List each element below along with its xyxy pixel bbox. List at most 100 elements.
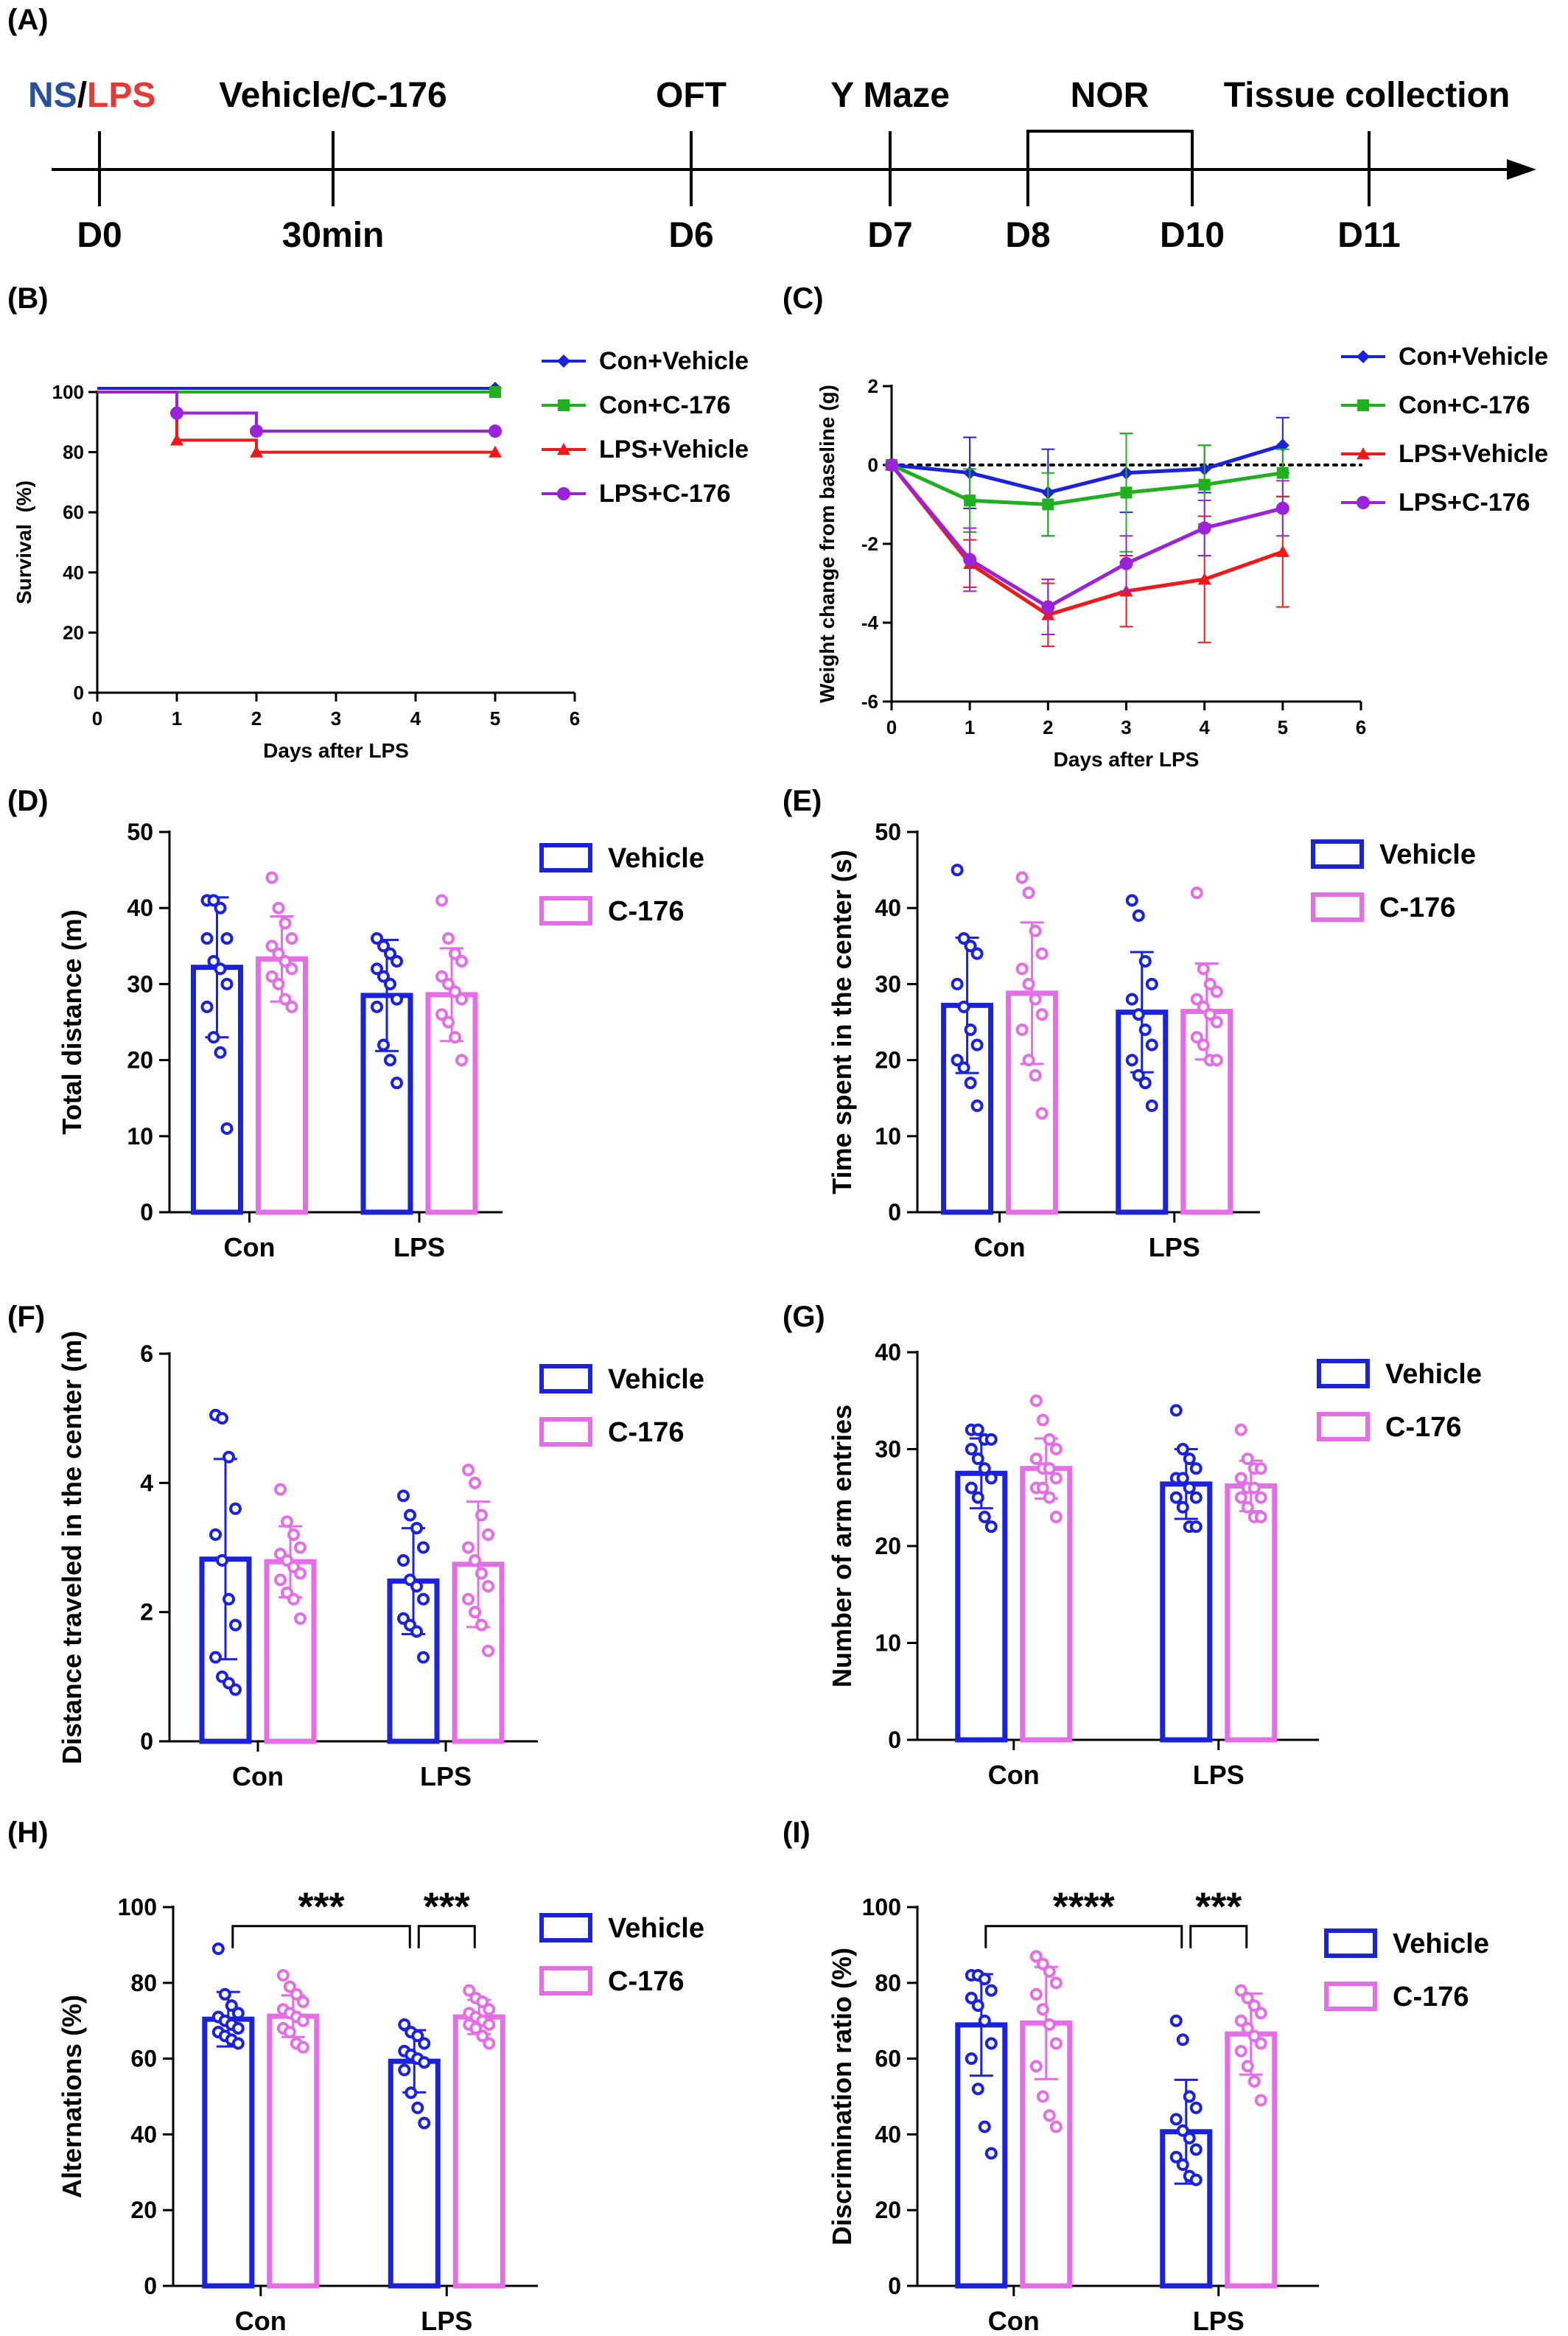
data-point [1241, 1500, 1254, 1514]
data-point [1036, 1957, 1049, 1970]
data-point [223, 1592, 235, 1606]
legend-marker [1357, 350, 1370, 363]
data-point [211, 1942, 225, 1956]
data-point [1015, 1023, 1029, 1036]
bar-chart-h: (H) 0 20 40 60 80 100 Alternations (%) Con LPS Veh… [7, 1816, 704, 2336]
data-point [1197, 1038, 1210, 1052]
data-point [455, 954, 468, 968]
data-point [272, 901, 285, 915]
data-point [1036, 2003, 1049, 2016]
x-tick-label: 6 [1356, 716, 1366, 738]
legend-label: Vehicle [1385, 1359, 1482, 1390]
data-point [483, 2037, 496, 2050]
data-point [231, 2037, 245, 2050]
data-point [965, 1443, 978, 1455]
category-label: Con [988, 2306, 1040, 2336]
y-tick-label: 60 [63, 501, 84, 523]
data-point [377, 970, 390, 983]
bar-chart-f: (F) 0 2 4 6 Distance traveled in the center (… [7, 1301, 704, 1791]
data-point [207, 954, 220, 968]
legend-label: LPS+C-176 [1399, 489, 1530, 517]
timeline-day-label: 30min [282, 216, 385, 255]
y-tick-label: 0 [888, 1727, 901, 1753]
timeline-event-ymaze: Y Maze [830, 76, 950, 115]
data-point [223, 1450, 235, 1464]
data-point [970, 947, 984, 960]
y-axis-title: Distance traveled in the center (m) [57, 1331, 87, 1764]
data-point [978, 2014, 991, 2027]
data-point [398, 2018, 411, 2031]
data-point [1029, 2060, 1043, 2073]
y-tick-label: 20 [875, 2197, 901, 2223]
data-point [1254, 1462, 1267, 1475]
data-point [963, 553, 977, 567]
data-point [371, 1000, 383, 1013]
data-point [231, 2007, 245, 2020]
data-point [1197, 1000, 1210, 1013]
legend-swatch [539, 1364, 592, 1393]
data-point [435, 1008, 448, 1021]
bar [267, 2013, 320, 2289]
timeline-event-part: / [77, 76, 87, 115]
timeline-event-vehicle_c176: Vehicle/C-176 [219, 76, 447, 115]
y-tick-label: 60 [130, 2046, 157, 2072]
data-point [984, 2037, 998, 2050]
data-point [951, 1054, 964, 1067]
data-point [476, 1996, 489, 2008]
legend-marker [557, 487, 570, 500]
data-point [276, 1969, 290, 1982]
data-point [1254, 2094, 1267, 2107]
panel-label: (G) [783, 1301, 825, 1333]
y-tick-label: 40 [875, 1339, 901, 1365]
data-point [442, 931, 455, 945]
data-point [469, 1476, 481, 1489]
data-point [1254, 1491, 1267, 1504]
data-point [978, 1462, 991, 1475]
data-point [1022, 977, 1035, 990]
x-tick-label: 3 [331, 707, 341, 730]
data-point [371, 931, 383, 945]
data-point [1176, 2124, 1189, 2137]
data-point [1210, 1054, 1223, 1067]
data-point [1145, 1099, 1158, 1113]
x-tick-label: 6 [570, 707, 580, 730]
legend-marker [1357, 447, 1370, 460]
data-point [1189, 1462, 1203, 1475]
data-point [411, 2101, 424, 2114]
significance-stars: *** [1195, 1885, 1242, 1929]
timeline-arrowhead [1507, 159, 1536, 180]
legend-label: Con+C-176 [599, 391, 731, 419]
data-point [272, 947, 285, 960]
data-point [220, 977, 234, 990]
legend-label: C-176 [608, 1966, 685, 1997]
data-point [965, 2052, 978, 2066]
data-point [391, 1077, 403, 1090]
y-tick-label: 20 [130, 2197, 157, 2223]
legend-label: Vehicle [1393, 1928, 1489, 1959]
legend-label: LPS+Vehicle [599, 436, 749, 464]
data-point [281, 1515, 293, 1528]
legend-swatch [1324, 1928, 1377, 1958]
category-label: Con [232, 1761, 284, 1791]
data-point [964, 1023, 977, 1036]
data-point [449, 1031, 461, 1044]
data-point [274, 1483, 287, 1496]
data-point [1049, 1472, 1063, 1485]
y-tick-label: 50 [127, 819, 153, 845]
y-axis-title: Survival (%) [13, 480, 35, 604]
data-point [1247, 2074, 1261, 2088]
data-point [1247, 2029, 1261, 2043]
data-point [1247, 1999, 1261, 2012]
data-point [1043, 1433, 1056, 1446]
data-point [455, 993, 468, 1006]
data-point [1254, 1511, 1267, 1524]
data-point [279, 993, 292, 1006]
data-point [462, 1541, 475, 1554]
y-tick-label: 0 [140, 1728, 153, 1755]
data-point [1169, 2014, 1183, 2027]
significance-stars: *** [424, 1885, 470, 1929]
data-point [970, 1038, 984, 1052]
y-tick-label: 100 [862, 1894, 901, 1920]
data-point [978, 2120, 991, 2133]
panel-label-a: (A) [7, 4, 49, 36]
